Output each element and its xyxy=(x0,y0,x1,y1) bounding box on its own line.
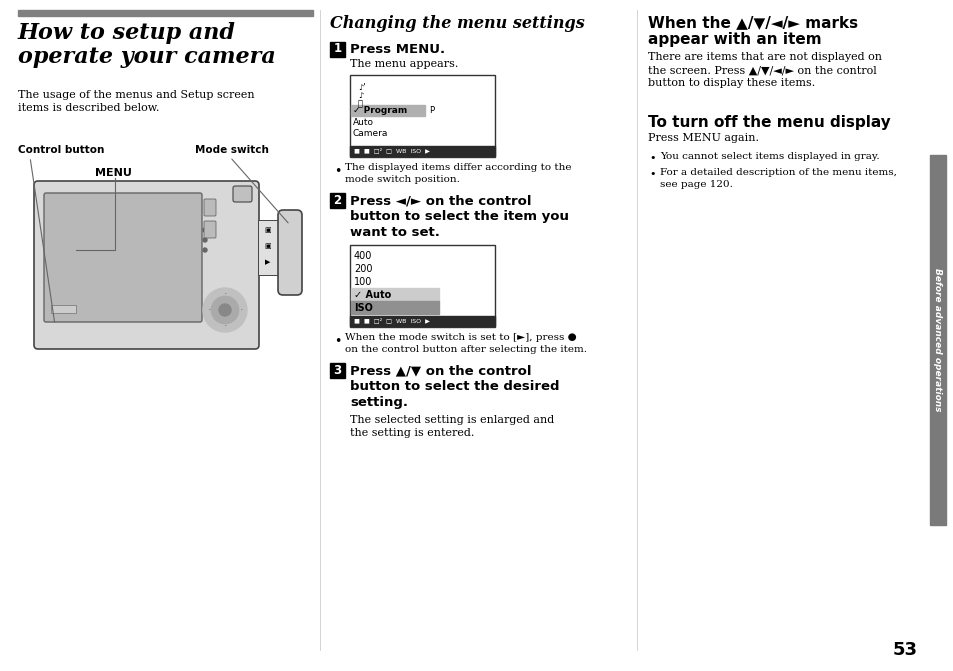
Circle shape xyxy=(203,248,207,252)
Text: •: • xyxy=(334,335,341,348)
Bar xyxy=(18,10,313,16)
Text: P: P xyxy=(429,106,434,115)
Bar xyxy=(330,42,345,57)
Circle shape xyxy=(203,228,207,232)
Text: ·: · xyxy=(224,323,226,329)
Text: ▣: ▣ xyxy=(264,227,271,233)
Text: ♪': ♪' xyxy=(357,83,365,92)
Bar xyxy=(351,288,438,301)
Text: 100: 100 xyxy=(354,277,372,287)
Text: Press MENU again.: Press MENU again. xyxy=(647,133,759,143)
Text: The selected setting is enlarged and
the setting is entered.: The selected setting is enlarged and the… xyxy=(350,415,554,438)
FancyBboxPatch shape xyxy=(204,221,215,238)
Bar xyxy=(51,305,76,313)
Text: 200: 200 xyxy=(354,264,372,274)
FancyBboxPatch shape xyxy=(277,210,302,295)
Text: 53: 53 xyxy=(892,641,917,659)
Text: •: • xyxy=(334,165,341,178)
Bar xyxy=(350,75,495,157)
Text: 2: 2 xyxy=(334,193,341,207)
Text: When the ▲/▼/◄/► marks
appear with an item: When the ▲/▼/◄/► marks appear with an it… xyxy=(647,15,858,48)
Text: The displayed items differ according to the
mode switch position.: The displayed items differ according to … xyxy=(345,163,571,184)
Circle shape xyxy=(203,238,207,242)
Bar xyxy=(330,193,345,208)
Text: ⌕: ⌕ xyxy=(357,99,363,108)
Text: ▶: ▶ xyxy=(265,259,271,265)
Bar xyxy=(351,301,438,314)
Text: Press ▲/▼ on the control
button to select the desired
setting.: Press ▲/▼ on the control button to selec… xyxy=(350,364,558,409)
Text: 1: 1 xyxy=(334,42,341,56)
Text: How to setup and
operate your camera: How to setup and operate your camera xyxy=(18,22,275,68)
Text: The usage of the menus and Setup screen
items is described below.: The usage of the menus and Setup screen … xyxy=(18,90,254,113)
Text: When the mode switch is set to [►], press ●
on the control button after selectin: When the mode switch is set to [►], pres… xyxy=(345,333,586,354)
Text: ·: · xyxy=(208,307,210,313)
Text: Before advanced operations: Before advanced operations xyxy=(933,268,942,412)
FancyBboxPatch shape xyxy=(204,199,215,216)
Text: Camera: Camera xyxy=(353,129,388,138)
Bar xyxy=(351,105,424,116)
Text: •: • xyxy=(649,153,656,163)
Text: ■  ■  □²  □  WB  ISO  ▶: ■ ■ □² □ WB ISO ▶ xyxy=(354,317,430,323)
Circle shape xyxy=(203,288,247,332)
Text: ✓ Auto: ✓ Auto xyxy=(354,290,391,300)
Text: The menu appears.: The menu appears. xyxy=(350,59,457,69)
Text: ♪: ♪ xyxy=(357,91,363,100)
Text: Auto: Auto xyxy=(353,118,374,127)
Text: 400: 400 xyxy=(354,251,372,261)
Text: ·: · xyxy=(240,307,242,313)
Text: •: • xyxy=(649,169,656,179)
Text: Mode switch: Mode switch xyxy=(194,145,269,155)
Text: ▣: ▣ xyxy=(264,243,271,249)
Circle shape xyxy=(211,296,239,324)
Text: Changing the menu settings: Changing the menu settings xyxy=(330,15,584,32)
Bar xyxy=(330,363,345,378)
Bar xyxy=(257,220,277,275)
Text: You cannot select items displayed in gray.: You cannot select items displayed in gra… xyxy=(659,152,879,161)
Text: To turn off the menu display: To turn off the menu display xyxy=(647,115,890,130)
Text: Control button: Control button xyxy=(18,145,104,155)
FancyBboxPatch shape xyxy=(44,193,202,322)
FancyBboxPatch shape xyxy=(34,181,258,349)
Bar xyxy=(350,146,495,156)
Text: Press ◄/► on the control
button to select the item you
want to set.: Press ◄/► on the control button to selec… xyxy=(350,194,568,239)
Text: ·: · xyxy=(224,291,226,297)
FancyBboxPatch shape xyxy=(233,186,252,202)
Circle shape xyxy=(219,304,231,316)
Bar xyxy=(350,316,495,326)
Text: Press MENU.: Press MENU. xyxy=(350,43,445,56)
Text: 3: 3 xyxy=(334,364,341,376)
Text: ■  ■  □²  □  WB  ISO  ▶: ■ ■ □² □ WB ISO ▶ xyxy=(354,147,430,153)
Text: MENU: MENU xyxy=(95,168,132,178)
Text: ✓ Program: ✓ Program xyxy=(353,106,407,115)
Text: For a detailed description of the menu items,
see page 120.: For a detailed description of the menu i… xyxy=(659,168,896,189)
Bar xyxy=(929,155,945,525)
Text: There are items that are not displayed on
the screen. Press ▲/▼/◄/► on the contr: There are items that are not displayed o… xyxy=(647,52,882,89)
Bar xyxy=(350,245,495,327)
Text: ISO: ISO xyxy=(354,303,373,313)
